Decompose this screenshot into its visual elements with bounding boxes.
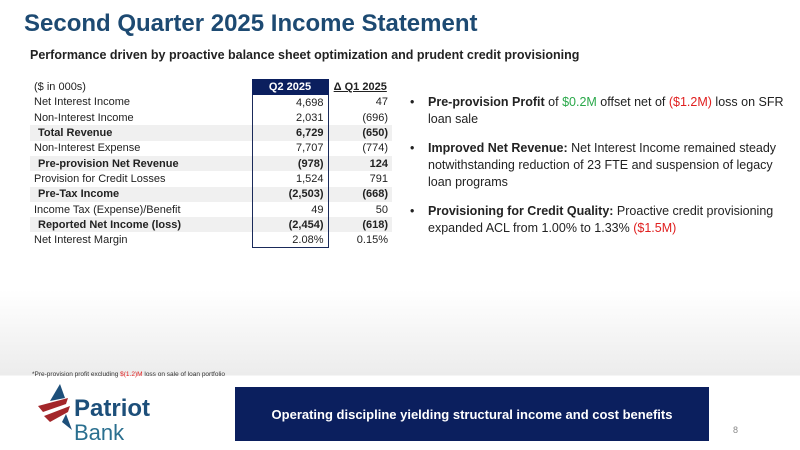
patriot-bank-logo: Patriot Bank — [38, 384, 150, 444]
q2-value: 4,698 — [251, 94, 329, 111]
table-row: Net Interest Margin 2.08% 0.15% — [30, 232, 392, 249]
highlights-list: Pre-provision Profit of $0.2M offset net… — [410, 94, 785, 249]
delta-value: 791 — [369, 172, 388, 185]
table-row: Reported Net Income (loss) (2,454) (618) — [30, 217, 392, 233]
table-row: Non-Interest Income 2,031 (696) — [30, 110, 392, 126]
table-row: Net Interest Income 4,698 47 — [30, 94, 392, 111]
delta-value: 50 — [375, 203, 388, 216]
row-label: Income Tax (Expense)/Benefit — [34, 203, 181, 216]
q2-value: 2.08% — [251, 232, 329, 249]
svg-text:Bank: Bank — [74, 420, 125, 444]
table-row: Total Revenue 6,729 (650) — [30, 125, 392, 141]
income-statement-table: ($ in 000s) Q2 2025 Δ Q1 2025 Net Intere… — [30, 78, 392, 249]
table-row: Pre-provision Net Revenue (978) 124 — [30, 155, 392, 172]
q2-value: 49 — [251, 201, 329, 218]
bullet-pre-provision-profit: Pre-provision Profit of $0.2M offset net… — [410, 94, 785, 128]
q2-value: (2,454) — [251, 217, 329, 233]
q2-value: 1,524 — [251, 171, 329, 187]
table-header-row: ($ in 000s) Q2 2025 Δ Q1 2025 — [30, 78, 392, 96]
row-label: Net Interest Income — [34, 96, 130, 109]
delta-value: 124 — [328, 155, 392, 172]
slide-title: Second Quarter 2025 Income Statement — [24, 10, 478, 37]
delta-header: Δ Q1 2025 — [333, 81, 387, 94]
row-label: Provision for Credit Losses — [34, 172, 166, 185]
bullet-improved-net-revenue: Improved Net Revenue: Net Interest Incom… — [410, 140, 785, 191]
page-number: 8 — [733, 425, 739, 435]
delta-value: 0.15% — [356, 234, 388, 247]
table-row: Income Tax (Expense)/Benefit 49 50 — [30, 201, 392, 218]
svg-text:Patriot: Patriot — [74, 395, 150, 422]
q2-value: 7,707 — [251, 140, 329, 156]
q2-value: 6,729 — [251, 125, 329, 141]
delta-value: (650) — [328, 125, 392, 141]
row-label: Pre-Tax Income — [30, 186, 252, 202]
footnote: *Pre-provision profit excluding $(1.2)M … — [32, 371, 225, 378]
q2-value: (2,503) — [251, 186, 329, 202]
q2-value: (978) — [251, 155, 329, 172]
row-label: Pre-provision Net Revenue — [30, 155, 252, 172]
row-label: Non-Interest Expense — [34, 142, 141, 155]
slide-subtitle: Performance driven by proactive balance … — [30, 48, 580, 62]
key-message-banner: Operating discipline yielding structural… — [235, 387, 709, 441]
bullet-provisioning: Provisioning for Credit Quality: Proacti… — [410, 203, 785, 237]
q2-value: 2,031 — [251, 110, 329, 126]
row-label: Reported Net Income (loss) — [30, 217, 252, 233]
delta-value: (774) — [362, 142, 388, 155]
delta-value: (618) — [328, 217, 392, 233]
table-row: Provision for Credit Losses 1,524 791 — [30, 171, 392, 187]
delta-value: (668) — [328, 186, 392, 202]
units-label: ($ in 000s) — [34, 81, 86, 94]
row-label: Total Revenue — [30, 125, 252, 141]
table-row: Non-Interest Expense 7,707 (774) — [30, 140, 392, 156]
delta-value: (696) — [362, 111, 388, 124]
table-row: Pre-Tax Income (2,503) (668) — [30, 186, 392, 202]
row-label: Net Interest Margin — [34, 234, 128, 247]
q2-header: Q2 2025 — [251, 78, 329, 96]
row-label: Non-Interest Income — [34, 111, 134, 124]
delta-value: 47 — [375, 96, 388, 109]
